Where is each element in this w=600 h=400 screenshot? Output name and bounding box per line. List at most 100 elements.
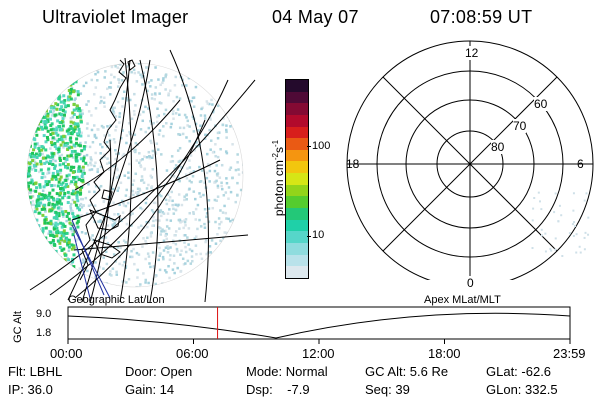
emission-pixel-bright: [69, 136, 73, 140]
emission-pixel-bright: [74, 203, 78, 207]
emission-pixel: [68, 182, 72, 185]
emission-pixel: [215, 164, 218, 167]
emission-pixel: [70, 280, 73, 284]
emission-pixel: [231, 110, 235, 113]
emission-pixel: [245, 148, 248, 151]
emission-pixel: [206, 102, 210, 105]
colorbar-swatch: [286, 114, 308, 127]
emission-pixel: [117, 186, 120, 190]
emission-pixel: [211, 206, 215, 210]
emission-pixel-bright: [76, 93, 80, 97]
emission-pixel-bright: [54, 210, 58, 214]
emission-pixel: [178, 97, 182, 100]
emission-pixel: [180, 249, 183, 253]
emission-pixel: [198, 77, 201, 81]
emission-pixel: [237, 258, 241, 262]
emission-pixel-bright: [30, 275, 34, 279]
emission-pixel: [82, 204, 85, 207]
emission-pixel: [235, 117, 239, 120]
emission-pixel-bright: [55, 192, 59, 196]
polar-emission-pixel: [554, 248, 557, 251]
emission-pixel-bright: [82, 147, 86, 151]
emission-pixel: [190, 255, 194, 258]
emission-pixel-bright: [67, 238, 71, 242]
emission-pixel: [235, 215, 239, 219]
emission-pixel-bright: [72, 215, 76, 219]
emission-pixel-bright: [29, 234, 33, 238]
emission-pixel: [87, 110, 91, 113]
emission-pixel: [76, 63, 80, 64]
emission-pixel-bright: [46, 78, 50, 82]
emission-pixel: [152, 215, 155, 219]
emission-pixel: [186, 167, 189, 170]
polar-emission-pixel: [553, 211, 556, 214]
emission-pixel: [180, 283, 184, 287]
emission-pixel-bright: [47, 167, 51, 171]
emission-pixel: [45, 73, 48, 77]
emission-pixel-bright: [44, 269, 48, 273]
emission-pixel: [104, 70, 107, 73]
emission-pixel-bright: [58, 177, 62, 181]
emission-pixel: [81, 197, 85, 201]
emission-pixel: [125, 65, 129, 68]
lat-lon-grid: [29, 49, 256, 304]
emission-pixel-bright: [41, 115, 45, 119]
emission-pixel-bright: [79, 120, 83, 124]
emission-pixel: [125, 134, 129, 137]
emission-pixel-bright: [33, 229, 37, 233]
emission-pixel-bright: [43, 218, 47, 222]
emission-pixel: [82, 258, 85, 261]
emission-pixel-bright: [64, 268, 68, 272]
emission-pixel: [220, 163, 224, 167]
emission-pixel: [27, 125, 29, 128]
emission-pixel: [108, 273, 112, 276]
emission-pixel: [164, 74, 167, 77]
emission-pixel: [171, 160, 175, 163]
emission-pixel: [40, 85, 43, 89]
emission-pixel: [147, 107, 150, 110]
emission-pixel-bright: [34, 152, 38, 156]
emission-pixel: [207, 292, 210, 295]
emission-pixel: [235, 250, 238, 254]
emission-pixel: [86, 71, 90, 74]
emission-pixel-bright: [36, 77, 40, 81]
emission-pixel-bright: [54, 177, 58, 181]
emission-pixel: [191, 259, 194, 263]
emission-pixel: [134, 148, 137, 152]
emission-pixel: [35, 241, 39, 245]
emission-pixel: [49, 147, 52, 150]
emission-pixel: [191, 174, 195, 178]
emission-pixel: [125, 99, 129, 102]
emission-pixel: [74, 97, 77, 100]
emission-pixel: [54, 159, 57, 163]
emission-pixel: [230, 114, 233, 117]
emission-pixel-bright: [60, 248, 64, 252]
emission-pixel-bright: [65, 275, 69, 279]
emission-pixel: [241, 68, 243, 72]
emission-pixel: [38, 144, 41, 148]
emission-pixel: [199, 114, 203, 117]
emission-pixel-bright: [31, 236, 35, 240]
emission-pixel-bright: [55, 126, 59, 130]
emission-pixel: [28, 239, 31, 242]
emission-pixel: [63, 115, 67, 119]
emission-pixel: [216, 279, 219, 283]
emission-pixel-bright: [27, 107, 31, 111]
emission-pixel: [234, 95, 237, 99]
emission-pixel-bright: [57, 276, 61, 280]
emission-pixel-bright: [66, 78, 70, 82]
emission-pixel: [174, 230, 178, 233]
emission-pixel: [93, 135, 97, 138]
emission-pixel: [38, 246, 42, 250]
emission-pixel-bright: [53, 144, 57, 148]
emission-pixel: [139, 164, 142, 167]
emission-pixel: [51, 139, 54, 142]
emission-pixel-bright: [34, 84, 38, 88]
emission-pixel-bright: [52, 205, 56, 209]
emission-pixel: [85, 103, 88, 106]
emission-pixel: [79, 141, 82, 145]
emission-pixel-bright: [28, 232, 32, 236]
emission-pixel: [220, 181, 223, 185]
emission-pixel-bright: [43, 161, 47, 165]
emission-pixel-bright: [48, 277, 52, 281]
